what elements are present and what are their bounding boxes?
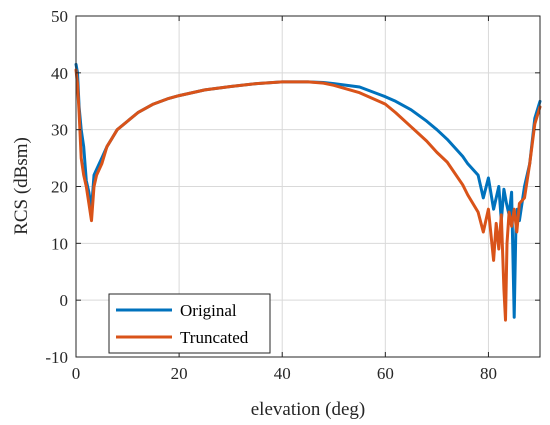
y-tick-label: 40 — [51, 64, 68, 83]
x-tick-label: 20 — [171, 364, 188, 383]
x-tick-label: 40 — [274, 364, 291, 383]
legend-box — [108, 293, 271, 354]
y-tick-label: 10 — [51, 234, 68, 253]
x-tick-label: 0 — [72, 364, 81, 383]
series-lines — [74, 62, 542, 322]
y-tick-label: -10 — [45, 348, 68, 367]
x-tick-label: 80 — [480, 364, 497, 383]
x-axis-label: elevation (deg) — [251, 399, 365, 420]
axis-ticks — [75, 15, 540, 358]
legend-label-truncated: Truncated — [180, 328, 249, 347]
x-tick-label: 60 — [377, 364, 394, 383]
y-tick-label: 20 — [51, 178, 68, 197]
series-line-original — [74, 62, 542, 319]
y-axis-label: RCS (dBsm) — [11, 137, 32, 235]
y-tick-label: 0 — [60, 291, 69, 310]
legend-label-original: Original — [180, 301, 237, 320]
y-tick-label: 50 — [51, 7, 68, 26]
legend: Original Truncated — [108, 293, 271, 354]
grid-lines — [75, 15, 540, 358]
series-line-truncated — [74, 68, 542, 322]
y-tick-label: 30 — [51, 121, 68, 140]
